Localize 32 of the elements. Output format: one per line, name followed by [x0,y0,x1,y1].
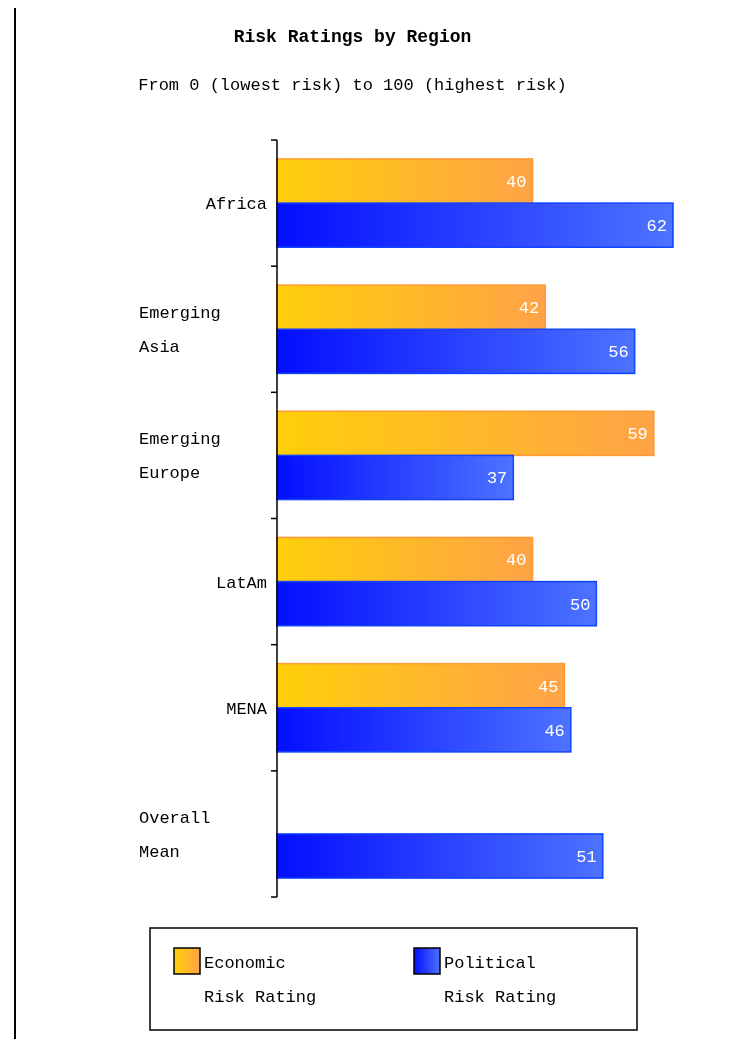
chart-subtitle: From 0 (lowest risk) to 100 (highest risk) [138,75,567,95]
data-label: 37 [486,469,508,489]
y-tick-label: Africa [205,195,267,215]
bar [276,454,515,501]
bar [276,707,572,753]
y-tick-label: LatAm [215,573,267,593]
bar [276,158,534,204]
data-label: 42 [518,299,540,319]
bar [276,536,534,583]
bar [276,202,674,248]
data-label: 40 [506,172,527,192]
y-tick-label: Overall Mean [139,808,211,862]
bar [276,410,655,457]
bar [276,662,566,709]
data-label: 46 [544,721,565,741]
data-label: 50 [569,595,591,615]
bar [276,284,547,330]
chart-title: Risk Ratings by Region [233,27,472,48]
data-label: 51 [576,847,597,867]
data-label: 59 [627,425,648,445]
legend-label: Political Risk Rating [444,953,557,1007]
data-label: 45 [538,677,559,697]
y-tick-label: MENA [226,699,268,719]
data-label: 62 [646,217,667,237]
y-tick-label: Emerging Asia [139,304,221,358]
bar [276,580,598,627]
data-label: 56 [608,343,629,363]
legend-label: Economic Risk Rating [204,953,317,1007]
bar [276,328,636,375]
y-tick-label: Emerging Europe [139,430,221,484]
bar [276,833,604,879]
data-label: 40 [506,551,527,571]
